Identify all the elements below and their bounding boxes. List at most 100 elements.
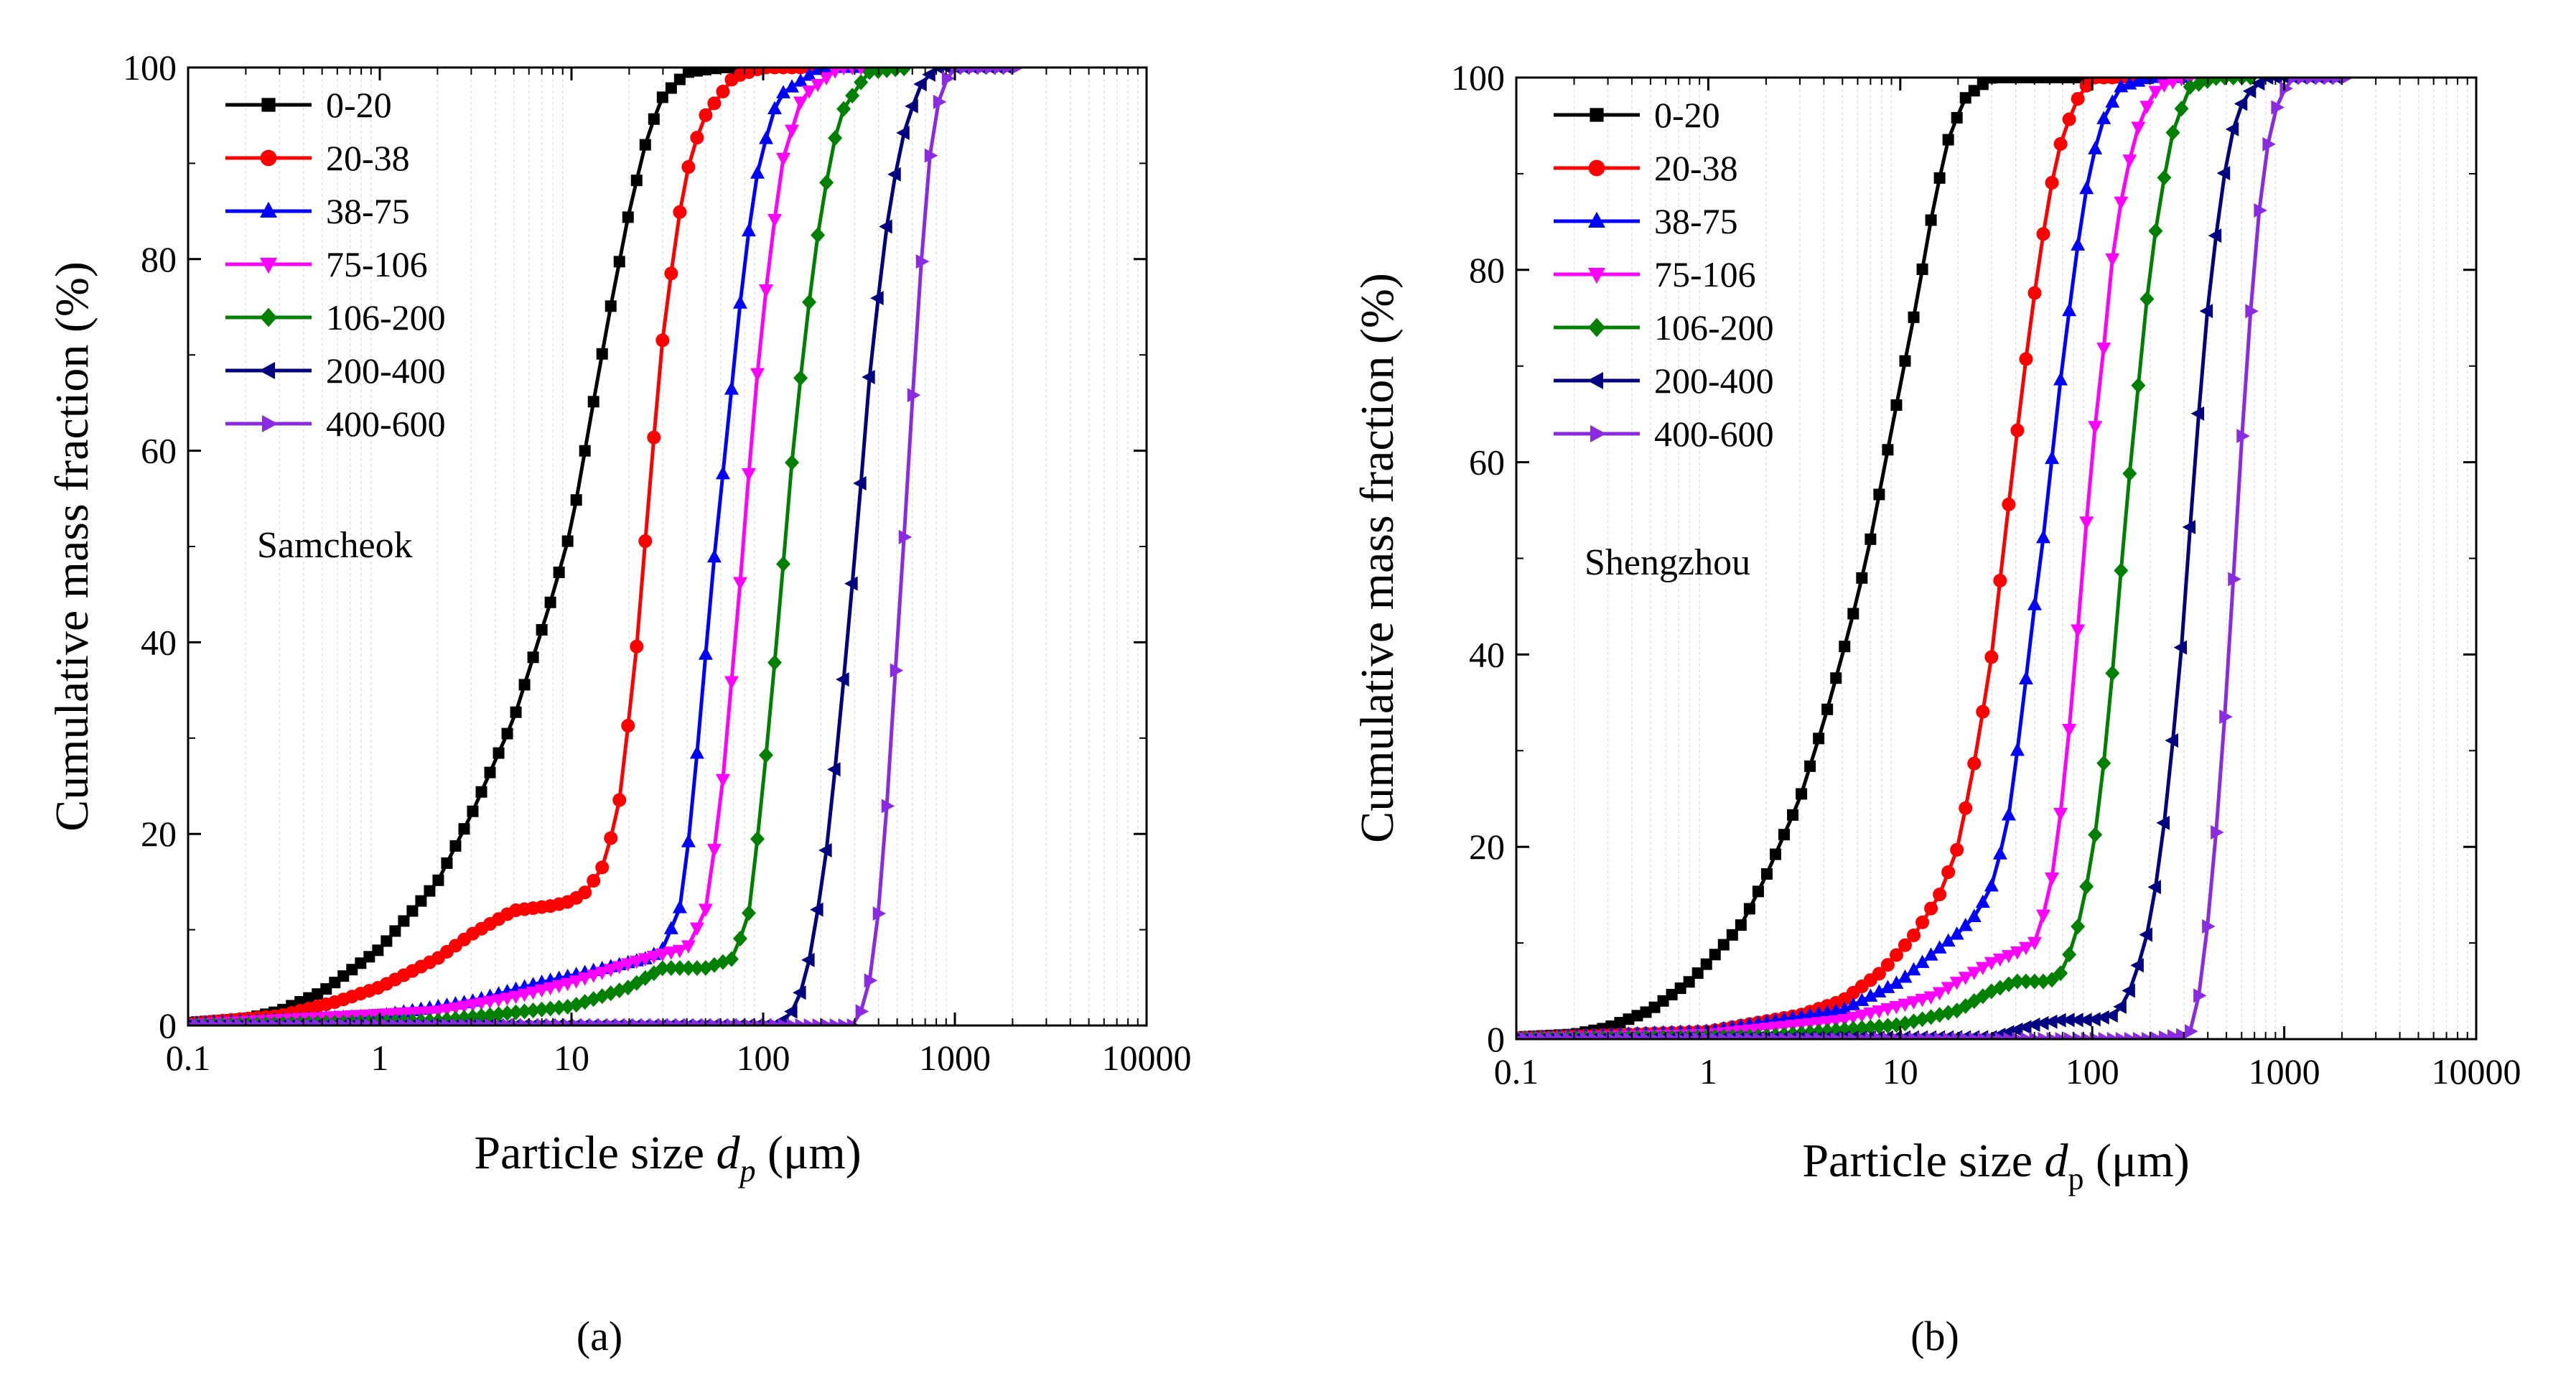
a-data-point <box>933 94 947 109</box>
b-data-point <box>1908 311 1920 323</box>
b-data-point <box>1941 982 1956 995</box>
b-data-point <box>2036 909 2051 924</box>
b-data-point <box>2251 78 2265 91</box>
b-xtick-label: 10 <box>1882 1051 1918 1092</box>
b-data-point <box>1614 1017 1626 1029</box>
chart-a-xlabel-var: d <box>717 1127 741 1179</box>
a-legend-item: 400-600 <box>225 404 446 444</box>
a-data-point <box>802 68 817 81</box>
b-data-point <box>2036 529 2051 544</box>
a-data-point <box>741 905 756 921</box>
b-data-point <box>1760 868 1773 880</box>
a-data-point <box>690 131 704 145</box>
chart-panel-b: 0.1 1 10 100 1000 10000 0 20 40 60 80 100 0-20 20-38… <box>1351 57 2521 1359</box>
a-data-point <box>491 994 506 1008</box>
b-data-point <box>2190 406 2205 421</box>
b-data-point <box>2046 78 2058 83</box>
a-data-point <box>818 843 832 858</box>
b-data-point <box>2027 597 2042 610</box>
a-data-point <box>431 1005 446 1019</box>
a-data-point <box>924 148 938 163</box>
b-data-point <box>2071 624 2086 638</box>
b-data-point <box>2096 343 2111 356</box>
b-data-point <box>1968 85 1980 97</box>
b-ytick-label: 100 <box>1451 57 1505 98</box>
b-data-point <box>1813 732 1825 745</box>
a-legend-item: 106-200 <box>225 297 446 338</box>
a-data-point <box>639 139 651 151</box>
a-data-point <box>672 944 687 959</box>
b-legend-item: 400-600 <box>1554 414 1774 454</box>
chart-a-xlabel: Particle size dp (μm) <box>474 1127 861 1189</box>
chart-b-gridlines <box>1573 78 2468 1039</box>
b-legend-item: 38-75 <box>1554 201 1738 241</box>
a-data-point <box>828 130 843 146</box>
b-data-point <box>2096 755 2111 771</box>
a-data-point <box>508 990 523 1005</box>
a-data-point <box>346 964 358 976</box>
a-data-point <box>551 980 566 994</box>
b-xtick-label: 1000 <box>2249 1051 2320 1092</box>
a-data-point <box>508 1004 523 1020</box>
b-data-point <box>1820 1015 1835 1030</box>
chart-panel-a: 0.1 1 10 100 1000 10000 0 20 40 60 80 100 0-20 20-38… <box>46 47 1192 1359</box>
a-ytick-label: 80 <box>141 239 177 279</box>
a-data-point <box>517 988 532 1003</box>
a-data-point <box>698 646 713 660</box>
b-ytick-label: 20 <box>1469 827 1505 867</box>
b-data-point <box>2087 1012 2101 1027</box>
a-data-point <box>655 948 670 962</box>
a-legend-item: 75-106 <box>225 244 428 284</box>
b-data-point <box>2114 196 2129 210</box>
a-data-point <box>439 1004 454 1018</box>
b-data-point <box>2062 112 2076 126</box>
a-data-point <box>855 1004 869 1019</box>
b-data-point <box>1993 573 2007 587</box>
a-data-point <box>887 167 901 182</box>
a-data-point <box>689 922 704 936</box>
b-data-point <box>1898 938 1912 952</box>
b-data-point <box>2242 83 2257 98</box>
b-data-point <box>2105 94 2120 108</box>
chart-b-ticks: 0.1 1 10 100 1000 10000 0 20 40 60 80 100 <box>1451 57 2521 1092</box>
b-data-point <box>2062 724 2077 738</box>
b-data-point <box>2259 78 2274 85</box>
b-data-point <box>2096 111 2111 124</box>
b-data-point <box>2122 154 2137 168</box>
b-data-point <box>2131 121 2146 136</box>
a-legend-label: 106-200 <box>326 297 446 338</box>
b-xtick-label: 100 <box>2066 1051 2119 1092</box>
b-data-point <box>1804 760 1816 772</box>
b-data-point <box>2228 572 2241 587</box>
a-data-point <box>897 68 912 77</box>
a-data-point <box>500 1005 515 1021</box>
b-data-point <box>1949 977 1964 990</box>
a-data-point <box>534 1001 549 1018</box>
panel-label-a: (a) <box>577 1313 622 1359</box>
a-data-point <box>569 975 584 989</box>
a-data-point <box>527 651 539 664</box>
b-data-point <box>1906 962 1921 976</box>
b-data-point <box>2027 936 2042 951</box>
b-data-point <box>1959 92 1971 104</box>
b-data-point <box>2071 237 2086 251</box>
b-data-point <box>2122 465 2137 482</box>
a-data-point <box>793 370 808 386</box>
a-data-point <box>706 549 722 563</box>
chart-b-annotation: Shengzhou <box>1585 542 1750 583</box>
a-data-point <box>785 455 800 471</box>
b-legend-label: 20-38 <box>1654 148 1738 188</box>
a-legend-marker <box>260 201 277 218</box>
b-data-point <box>1837 1013 1852 1028</box>
chart-a-ylabel: Cumulative mass fraction (%) <box>46 261 98 832</box>
a-data-point <box>811 78 826 93</box>
b-data-point <box>1778 829 1791 841</box>
b-data-point <box>2174 101 2189 117</box>
a-data-point <box>715 773 730 788</box>
b-data-point <box>1933 888 1947 902</box>
a-legend-label: 0-20 <box>326 85 392 125</box>
b-legend-marker <box>1588 268 1605 284</box>
b-data-point <box>2018 973 2033 990</box>
a-data-point <box>603 964 618 977</box>
b-data-point <box>2010 743 2025 756</box>
